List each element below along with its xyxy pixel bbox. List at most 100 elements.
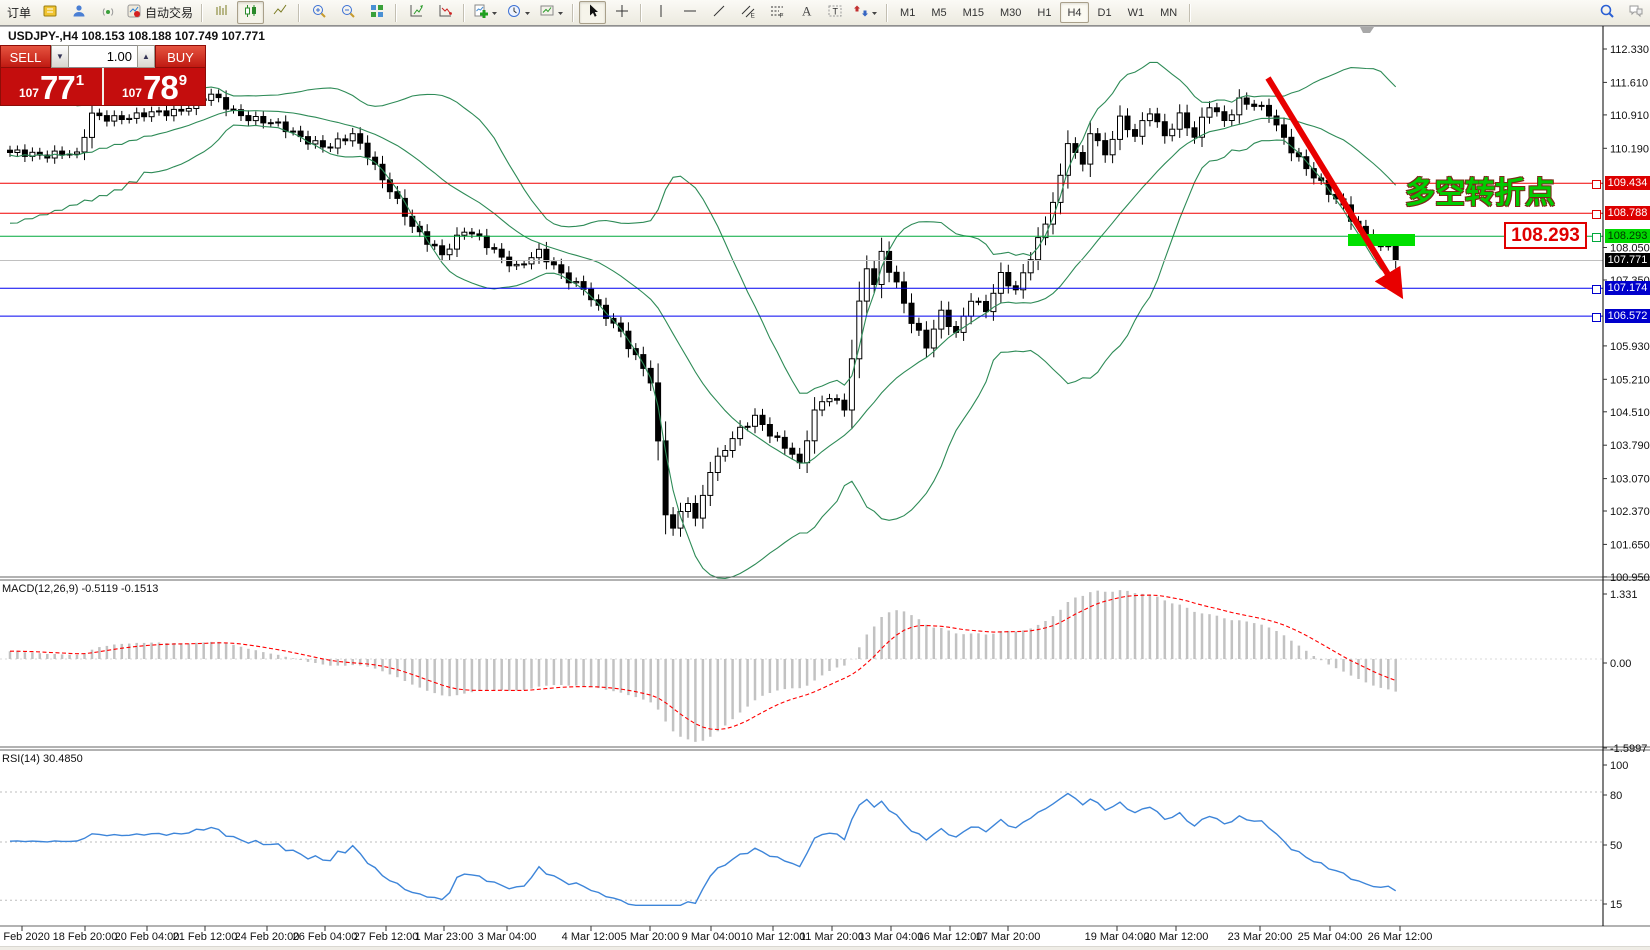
- svg-text:111.610: 111.610: [1610, 77, 1648, 89]
- line-anchor-handle[interactable]: [1592, 210, 1601, 219]
- add-indicator-icon: [473, 3, 489, 22]
- timeframe-d1-button[interactable]: D1: [1097, 6, 1112, 19]
- equidistant-channel-button[interactable]: E: [734, 1, 761, 24]
- autotrading-button[interactable]: 自动交易: [123, 1, 196, 24]
- text-label-icon: T: [827, 3, 843, 22]
- buy-price-big: 78: [142, 69, 179, 106]
- accounts-button[interactable]: [65, 1, 92, 24]
- svg-text:102.370: 102.370: [1610, 506, 1650, 518]
- svg-text:1.331: 1.331: [1610, 589, 1638, 601]
- cursor-icon: [585, 3, 601, 22]
- search-button[interactable]: [1593, 1, 1620, 24]
- svg-text:-1.5997: -1.5997: [1610, 743, 1647, 755]
- svg-text:105.210: 105.210: [1610, 374, 1650, 386]
- svg-text:11 Mar 20:00: 11 Mar 20:00: [800, 931, 864, 943]
- fibonacci-button[interactable]: F: [763, 1, 790, 24]
- timeframe-w1-button[interactable]: W1: [1127, 6, 1145, 19]
- tile-windows-button[interactable]: [363, 1, 390, 24]
- journal-button[interactable]: [36, 1, 63, 24]
- sell-button[interactable]: SELL: [0, 45, 51, 68]
- volume-input[interactable]: 1.00: [69, 45, 137, 68]
- svg-text:18 Feb 20:00: 18 Feb 20:00: [53, 931, 118, 943]
- timeframe-m15-button[interactable]: M15: [962, 6, 984, 19]
- one-click-trading-panel: SELL ▼ 1.00 ▲ BUY 107 77 1 107 78 9: [0, 45, 206, 106]
- chat-button[interactable]: [1622, 1, 1649, 24]
- line-anchor-handle[interactable]: [1592, 233, 1601, 242]
- text-label-button[interactable]: T: [821, 1, 848, 24]
- axis-price-box: 107.771: [1605, 253, 1650, 267]
- zoom-out-button[interactable]: [334, 1, 361, 24]
- timeframe-m1-button[interactable]: M1: [900, 6, 916, 19]
- line-anchor-handle[interactable]: [1592, 180, 1601, 189]
- crosshair-button[interactable]: [608, 1, 635, 24]
- zoom-in-button[interactable]: [305, 1, 332, 24]
- templates-menu-button[interactable]: [536, 1, 567, 24]
- dropdown-caret-icon: [491, 6, 498, 20]
- auto-scroll-button[interactable]: [402, 1, 429, 24]
- svg-text:110.190: 110.190: [1610, 143, 1649, 155]
- add-indicator-button[interactable]: [470, 1, 501, 24]
- horizontal-line-button[interactable]: [676, 1, 703, 24]
- svg-text:23 Mar 20:00: 23 Mar 20:00: [1228, 931, 1293, 943]
- svg-text:50: 50: [1610, 840, 1622, 852]
- timeframe-h4-button[interactable]: H4: [1060, 2, 1089, 23]
- chart-shift-icon: [437, 3, 453, 22]
- sell-price[interactable]: 107 77 1: [1, 68, 102, 105]
- timeframe-mn-button[interactable]: MN: [1160, 6, 1178, 19]
- volume-down-button[interactable]: ▼: [51, 45, 69, 68]
- svg-text:100.950: 100.950: [1610, 572, 1650, 584]
- crosshair-icon: [614, 3, 630, 22]
- arrows-button[interactable]: [850, 1, 881, 24]
- periods-menu-button[interactable]: [503, 1, 534, 24]
- vertical-line-button[interactable]: [647, 1, 674, 24]
- price-callout[interactable]: 108.293: [1504, 222, 1587, 249]
- annotation-text[interactable]: 多空转折点: [1405, 177, 1555, 210]
- buy-button[interactable]: BUY: [155, 45, 206, 68]
- tile-windows-icon: [369, 3, 385, 22]
- chart-shift-button[interactable]: [431, 1, 458, 24]
- buy-price-prefix: 107: [121, 86, 142, 100]
- dropdown-caret-icon: [524, 6, 531, 20]
- timeframe-m5-button[interactable]: M5: [931, 6, 947, 19]
- line-chart-button[interactable]: [266, 1, 293, 24]
- volume-up-button[interactable]: ▲: [137, 45, 155, 68]
- timeframe-h1-button[interactable]: H1: [1037, 6, 1052, 19]
- candlestick-chart-button[interactable]: [237, 1, 265, 24]
- new-order-button-label: 订单: [7, 6, 32, 20]
- buy-price-pip: 9: [178, 72, 188, 89]
- signals-button[interactable]: [94, 1, 121, 24]
- text-button[interactable]: A: [792, 1, 819, 24]
- toolbar: 订单 自动交易 E F A T M1 M5 M15 M30 H1 H4 D1 W1 MN: [0, 0, 1650, 26]
- svg-text:112.330: 112.330: [1610, 44, 1649, 56]
- vertical-line-icon: [653, 3, 669, 22]
- svg-text:13 Mar 04:00: 13 Mar 04:00: [859, 931, 924, 943]
- autotrading-icon: [126, 3, 142, 22]
- svg-text:E: E: [750, 13, 755, 20]
- horizontal-line-icon: [682, 3, 698, 22]
- buy-price[interactable]: 107 78 9: [104, 68, 205, 105]
- svg-text:3 Mar 04:00: 3 Mar 04:00: [478, 931, 537, 943]
- svg-text:A: A: [802, 4, 812, 19]
- toolbar-separator: [463, 3, 466, 22]
- svg-text:80: 80: [1610, 790, 1622, 802]
- cursor-button[interactable]: [579, 1, 607, 24]
- bar-chart-button[interactable]: [208, 1, 235, 24]
- svg-text:26 Feb 04:00: 26 Feb 04:00: [293, 931, 358, 943]
- line-anchor-handle[interactable]: [1592, 313, 1601, 322]
- chat-icon: [1628, 3, 1644, 22]
- autotrading-button-label: 自动交易: [145, 6, 194, 20]
- svg-text:17 Mar 20:00: 17 Mar 20:00: [976, 931, 1041, 943]
- timeframe-m30-button[interactable]: M30: [1000, 6, 1022, 19]
- svg-text:20 Feb 04:00: 20 Feb 04:00: [115, 931, 180, 943]
- axis-price-box: 107.174: [1605, 281, 1650, 295]
- svg-text:9 Mar 04:00: 9 Mar 04:00: [682, 931, 741, 943]
- new-order-button[interactable]: 订单: [1, 1, 34, 24]
- auto-scroll-icon: [408, 3, 424, 22]
- equidistant-channel-icon: E: [740, 3, 756, 22]
- svg-text:4 Mar 12:00: 4 Mar 12:00: [562, 931, 621, 943]
- line-anchor-handle[interactable]: [1592, 285, 1601, 294]
- trendline-button[interactable]: [705, 1, 732, 24]
- sell-price-big: 77: [39, 69, 76, 106]
